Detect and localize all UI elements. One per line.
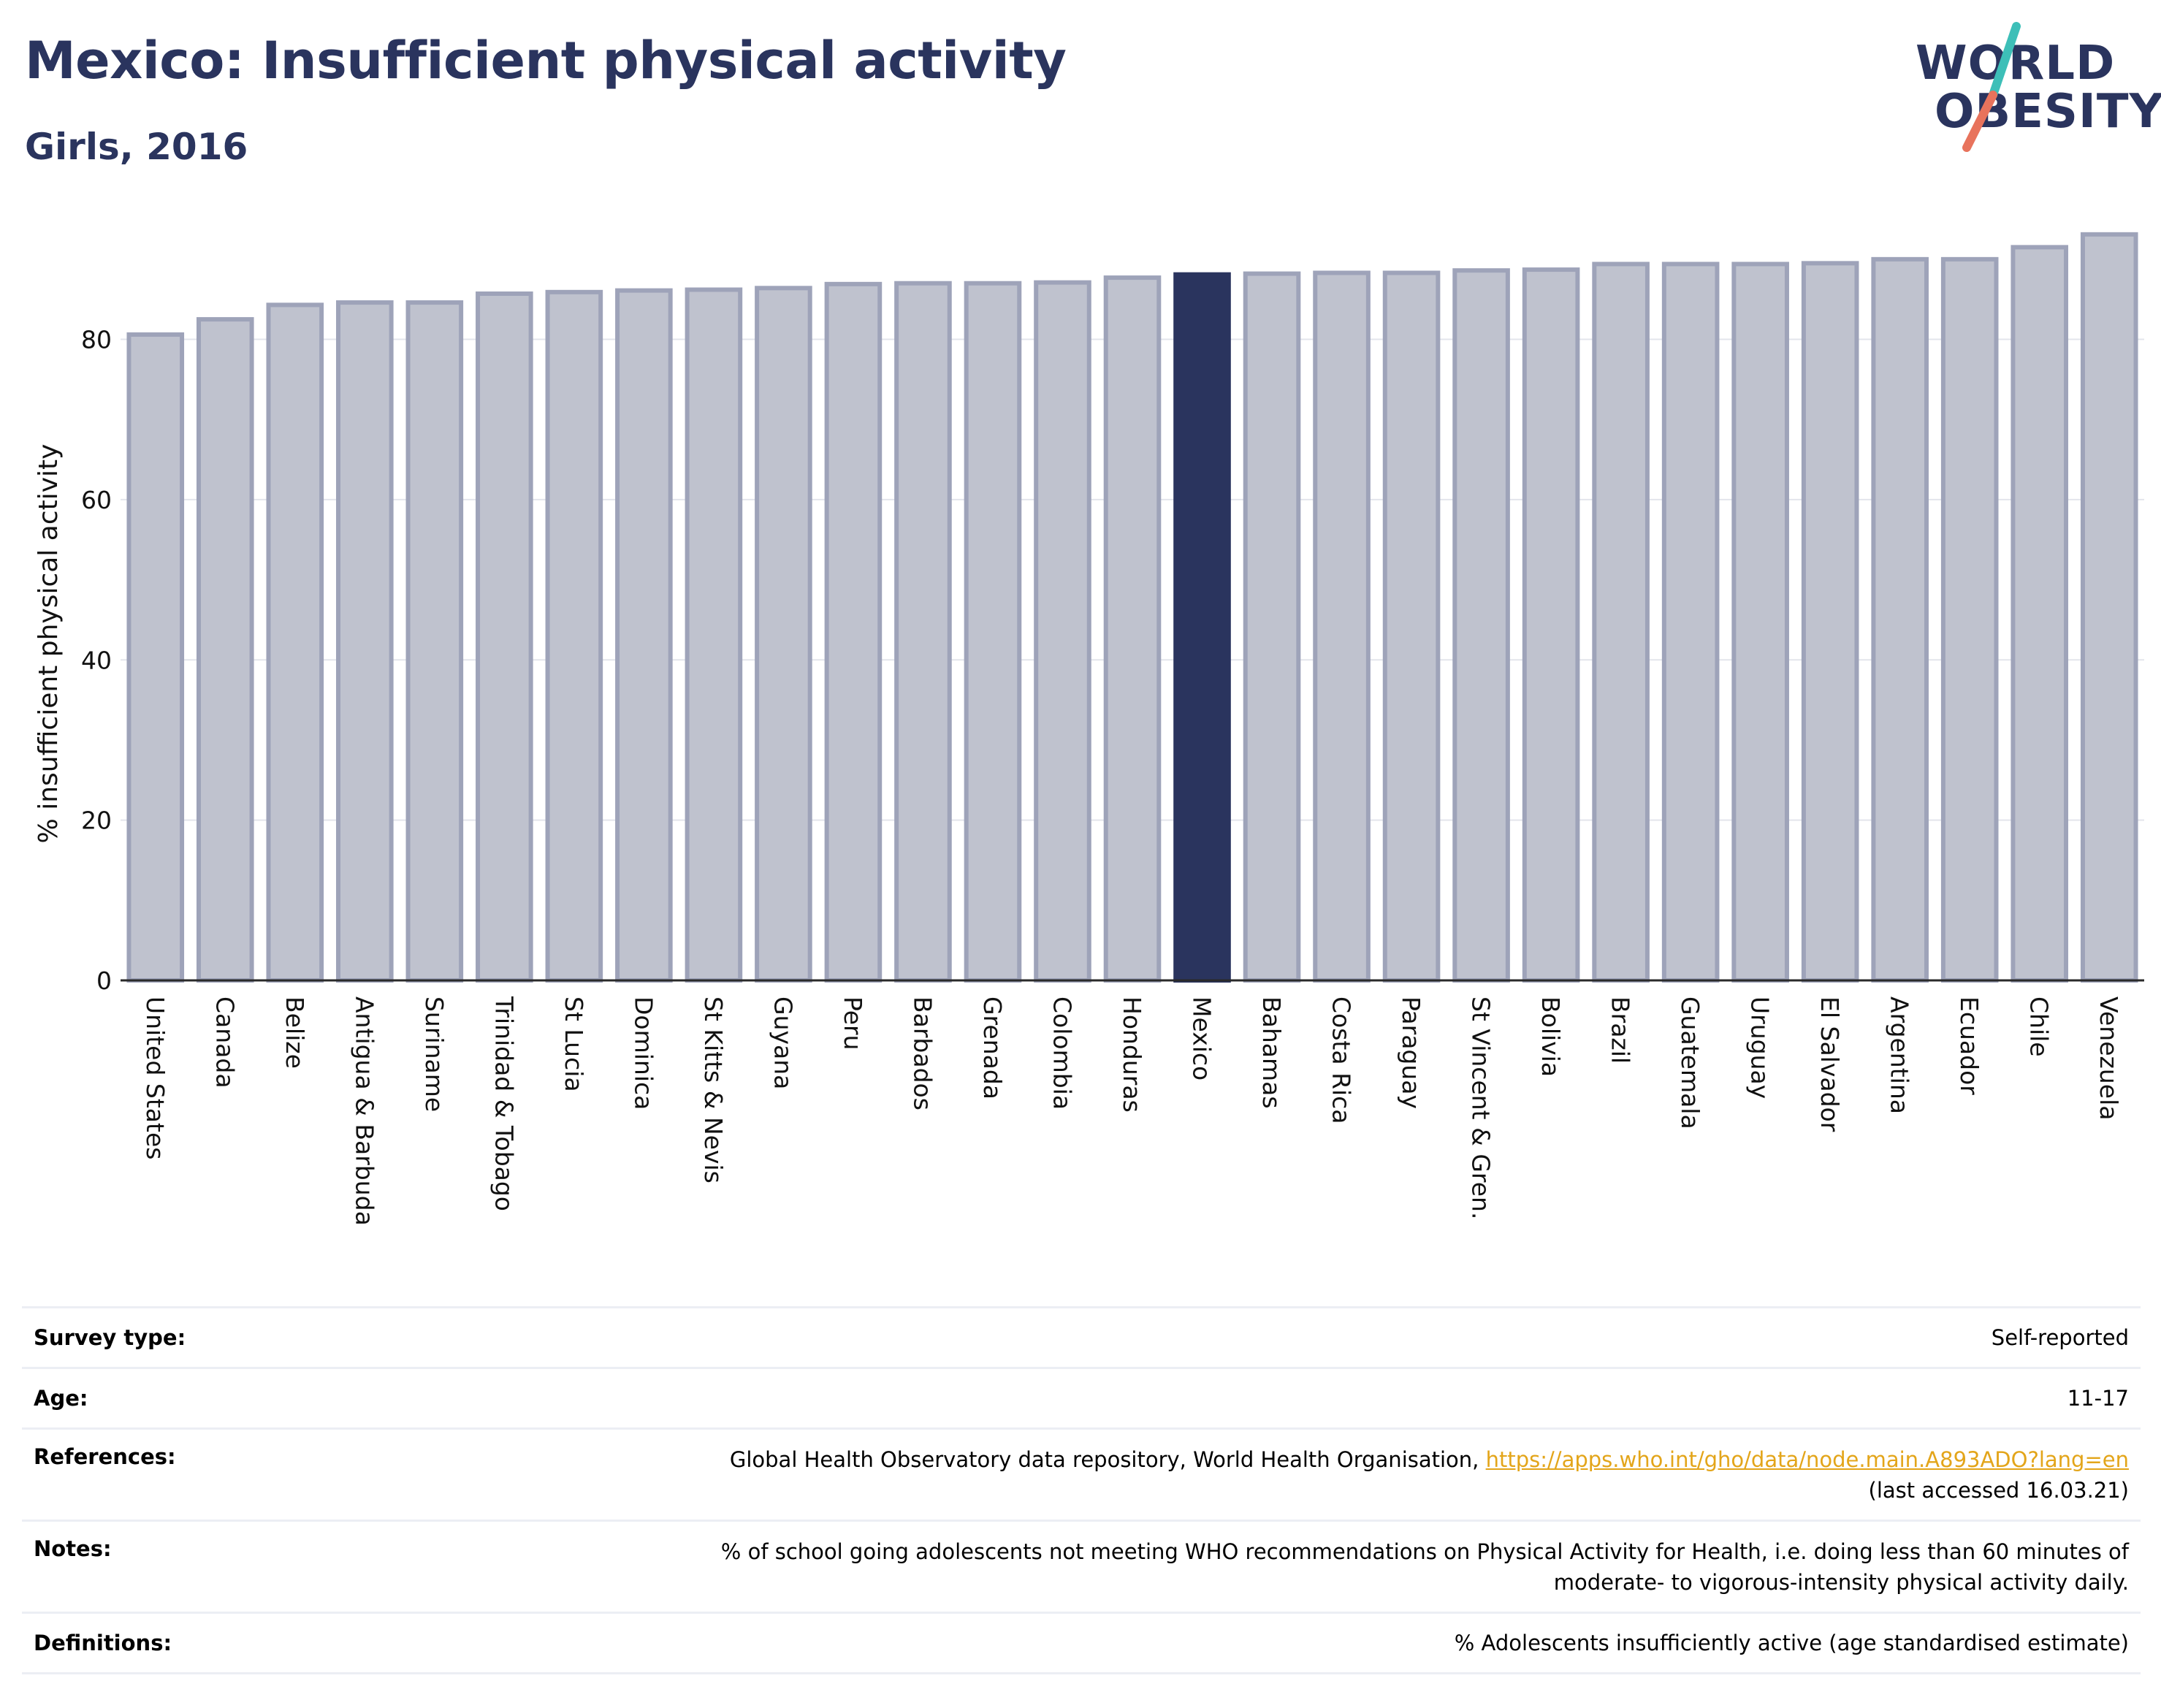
bar — [824, 281, 883, 983]
bar — [545, 289, 603, 983]
bar — [615, 288, 673, 983]
bar — [266, 302, 324, 983]
bar — [1522, 267, 1580, 983]
bar — [196, 317, 254, 983]
x-axis-ticks: United States Canada Belize Antigua & Barbu… — [141, 996, 2123, 1226]
x-tick-label: Venezuela — [2095, 996, 2123, 1120]
bar — [1452, 268, 1510, 983]
bar-chart: 0 20 40 60 80 United States Canada Belize Antig… — [34, 232, 2144, 1226]
info-row-age: Age: 11-17 — [22, 1368, 2141, 1429]
x-tick-label: Guyana — [769, 996, 797, 1089]
bar — [1661, 262, 1720, 983]
survey-type-value: Self-reported — [1991, 1325, 2129, 1350]
x-tick-label: Brazil — [1607, 996, 1635, 1064]
bar — [126, 332, 185, 983]
bar — [1382, 270, 1441, 983]
bar — [336, 300, 394, 983]
x-tick-label: Barbados — [908, 996, 937, 1110]
y-tick-label: 40 — [81, 646, 112, 674]
info-row-notes: Notes: % of school going adolescents not… — [22, 1520, 2141, 1613]
x-tick-label: St Kitts & Nevis — [699, 996, 728, 1183]
bar — [1243, 271, 1301, 983]
bar — [1173, 272, 1231, 983]
x-tick-label: Trinidad & Tobago — [489, 996, 518, 1211]
bar — [1034, 280, 1091, 983]
x-tick-label: El Salvador — [1815, 996, 1844, 1132]
bar — [964, 281, 1022, 983]
info-row-survey-type: Survey type: Self-reported — [22, 1307, 2141, 1368]
x-tick-label: Chile — [2025, 996, 2054, 1057]
y-tick-label: 0 — [96, 967, 112, 995]
x-tick-label: Peru — [839, 996, 867, 1051]
x-tick-label: Grenada — [978, 996, 1007, 1099]
x-tick-label: Ecuador — [1955, 996, 1983, 1095]
x-tick-label: Uruguay — [1746, 996, 1775, 1099]
page-title: Mexico: Insufficient physical activity — [25, 31, 1067, 91]
x-tick-label: Dominica — [629, 996, 658, 1110]
x-tick-label: Bahamas — [1257, 996, 1286, 1109]
y-axis-label: % insufficient physical activity — [34, 444, 64, 844]
x-tick-label: Antigua & Barbuda — [350, 996, 378, 1226]
x-tick-label: United States — [141, 996, 169, 1159]
x-tick-label: Argentina — [1886, 996, 1914, 1114]
survey-type-label: Survey type: — [34, 1325, 186, 1350]
references-value: Global Health Observatory data repositor… — [484, 1429, 2141, 1521]
y-axis-ticks: 0 20 40 60 80 — [81, 326, 112, 995]
bar — [894, 281, 952, 983]
bar — [476, 291, 533, 983]
references-label: References: — [34, 1444, 176, 1469]
x-tick-label: Paraguay — [1397, 996, 1425, 1109]
bar — [2080, 232, 2138, 983]
page-subtitle: Girls, 2016 — [25, 126, 248, 168]
bar — [1592, 262, 1650, 983]
references-text: Global Health Observatory data repositor… — [729, 1446, 1486, 1472]
notes-line-1: % of school going adolescents not meetin… — [720, 1539, 2129, 1564]
bar — [1313, 270, 1371, 983]
bar — [1940, 256, 1999, 983]
logo-slash-icon — [1962, 22, 2021, 152]
x-tick-label: St Vincent & Gren. — [1467, 996, 1495, 1219]
x-tick-label: St Lucia — [560, 996, 588, 1092]
y-tick-label: 60 — [81, 486, 112, 514]
bar — [2011, 245, 2069, 983]
x-tick-label: Canada — [210, 996, 239, 1089]
definitions-value: % Adolescents insufficiently active (age… — [1454, 1631, 2129, 1655]
age-value: 11-17 — [2067, 1386, 2129, 1411]
bar — [685, 287, 743, 983]
bar — [1103, 275, 1162, 983]
bar — [1871, 256, 1929, 983]
x-tick-label: Costa Rica — [1327, 996, 1356, 1124]
x-tick-label: Honduras — [1118, 996, 1146, 1113]
bar — [1731, 262, 1789, 983]
info-row-references: References: Global Health Observatory da… — [22, 1428, 2141, 1521]
notes-line-2: moderate- to vigorous-intensity physical… — [1553, 1569, 2129, 1595]
x-tick-label: Mexico — [1188, 996, 1216, 1080]
definitions-label: Definitions: — [34, 1631, 172, 1655]
bars — [126, 232, 2138, 983]
x-tick-label: Colombia — [1048, 996, 1076, 1110]
bar — [1801, 261, 1859, 983]
x-tick-label: Suriname — [420, 996, 449, 1112]
x-tick-label: Guatemala — [1676, 996, 1704, 1129]
world-obesity-logo: WORLD OBESITY — [1907, 22, 2161, 153]
age-label: Age: — [34, 1386, 88, 1411]
x-tick-label: Belize — [281, 996, 309, 1069]
logo-line-world: WORLD — [1916, 37, 2116, 91]
references-accessed: (last accessed 16.03.21) — [1868, 1477, 2129, 1503]
notes-value: % of school going adolescents not meetin… — [484, 1521, 2141, 1613]
notes-label: Notes: — [34, 1536, 112, 1561]
references-link[interactable]: https://apps.who.int/gho/data/node.main.… — [1485, 1446, 2129, 1472]
info-table: Survey type: Self-reported Age: 11-17 Re… — [22, 1306, 2141, 1674]
bar — [405, 300, 464, 983]
bar — [755, 286, 812, 983]
x-tick-label: Bolivia — [1536, 996, 1565, 1077]
y-tick-label: 80 — [81, 326, 112, 354]
y-tick-label: 20 — [81, 807, 112, 835]
info-row-definitions: Definitions: % Adolescents insufficientl… — [22, 1612, 2141, 1674]
